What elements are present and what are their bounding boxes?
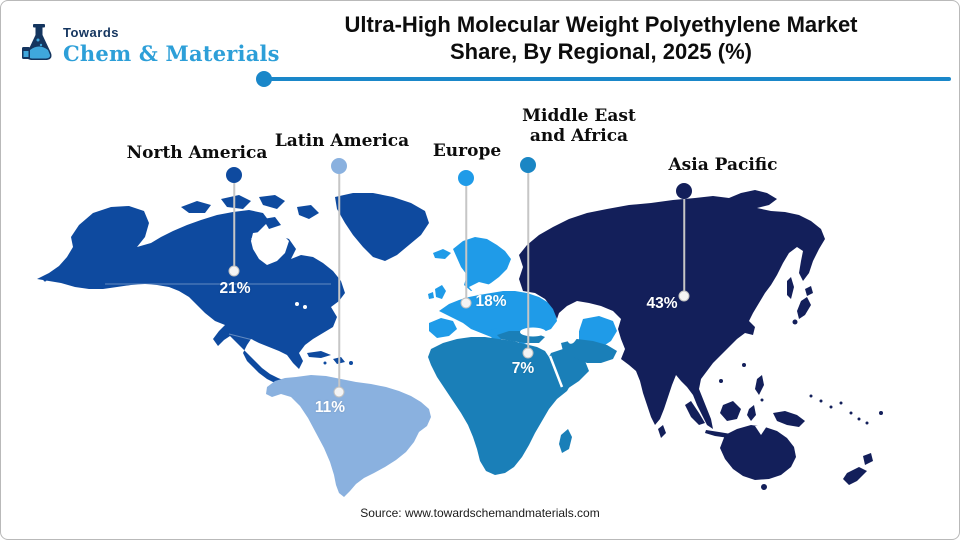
label-europe: Europe [432, 141, 502, 161]
caspian-sea [566, 318, 580, 344]
value-asia-pacific: 43% [646, 295, 678, 312]
value-latin-america: 11% [314, 399, 346, 416]
chart-title: Ultra-High Molecular Weight Polyethylene… [281, 11, 921, 65]
connector-middle-east-africa [527, 173, 529, 353]
title-underline-rule [264, 77, 951, 81]
pin-north-america [226, 167, 242, 183]
region-latin-america-shape [266, 375, 431, 497]
brand-name-bottom: Chem & Materials [63, 41, 280, 66]
pin-latin-america [331, 158, 347, 174]
pin-europe [458, 170, 474, 186]
end-dot-asia-pacific [678, 290, 690, 302]
connector-north-america [233, 183, 235, 271]
pin-middle-east-africa [520, 157, 536, 173]
region-asia-pacific-shape [519, 190, 883, 490]
pin-asia-pacific [676, 183, 692, 199]
brand-name-top: Towards [63, 25, 119, 40]
value-europe: 18% [475, 293, 507, 310]
label-asia-pacific: Asia Pacific [668, 155, 778, 175]
label-latin-america: Latin America [274, 131, 410, 151]
region-north-america-shape [37, 193, 429, 393]
value-north-america: 21% [219, 280, 251, 297]
connector-asia-pacific [683, 199, 685, 296]
label-north-america: North America [126, 143, 268, 163]
chart-title-line2: Share, By Regional, 2025 (%) [450, 39, 752, 64]
value-middle-east-africa: 7% [511, 360, 535, 377]
end-dot-north-america [228, 265, 240, 277]
flask-logo-icon [22, 24, 52, 60]
region-middle-east-africa-shape [428, 331, 617, 475]
connector-latin-america [338, 174, 340, 392]
end-dot-latin-america [333, 386, 345, 398]
brand-logo: Towards Chem & Materials [21, 23, 280, 66]
chart-title-line1: Ultra-High Molecular Weight Polyethylene… [344, 12, 858, 37]
end-dot-europe [460, 297, 472, 309]
brand-text: Towards Chem & Materials [63, 23, 280, 66]
label-middle-east-africa: Middle East and Africa [522, 106, 636, 146]
connector-europe [465, 186, 467, 303]
end-dot-middle-east-africa [522, 347, 534, 359]
source-note: Source: www.towardschemandmaterials.com [360, 506, 600, 520]
title-underline-dot [256, 71, 272, 87]
black-sea [520, 327, 546, 337]
